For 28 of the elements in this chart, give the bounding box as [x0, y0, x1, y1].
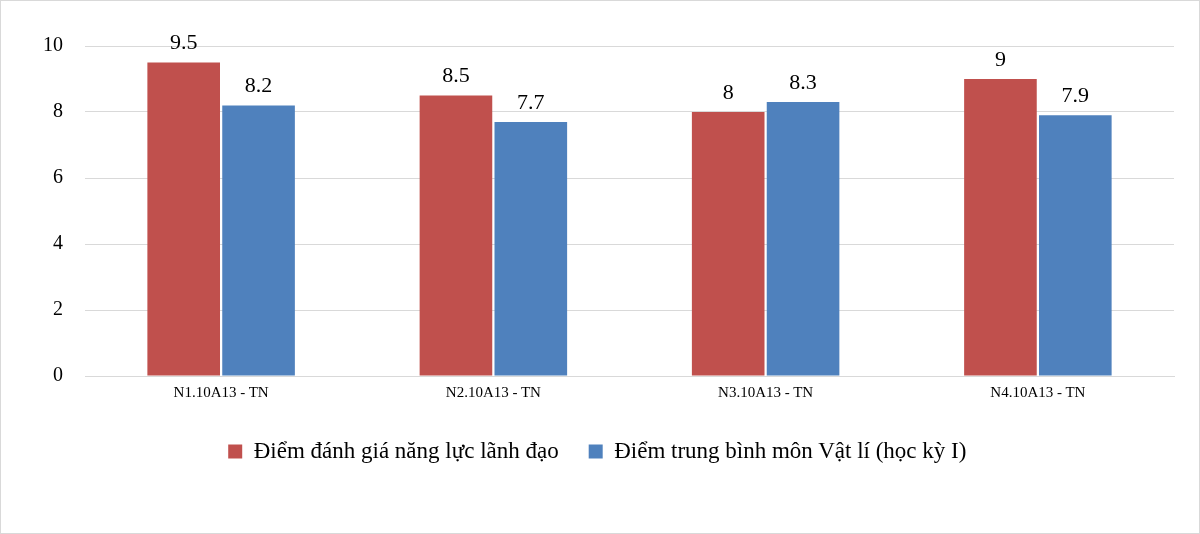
bar: [964, 79, 1037, 376]
y-tick-label: 8: [53, 99, 63, 122]
legend-label: Điểm trung bình môn Vật lí (học kỳ I): [614, 437, 967, 463]
bar: [691, 112, 765, 376]
data-label: 7.9: [1061, 82, 1090, 108]
bar: [222, 105, 295, 376]
data-label: 7.7: [517, 88, 545, 114]
data-label: 9.5: [169, 29, 198, 55]
bar: [1039, 115, 1112, 376]
x-tick-label: N3.10A13 - TN: [718, 383, 814, 400]
data-label: 8: [722, 78, 734, 104]
data-label: 9: [994, 45, 1006, 71]
y-tick-label: 10: [43, 33, 63, 56]
x-tick-label: N1.10A13 - TN: [173, 383, 269, 400]
y-tick-label: 6: [53, 165, 63, 188]
x-tick-label: N4.10A13 - TN: [990, 383, 1086, 400]
bar: [419, 95, 493, 376]
bar: [147, 62, 220, 376]
x-tick-label: N2.10A13 - TN: [445, 383, 542, 400]
data-label: 8.2: [244, 72, 273, 98]
bar: [766, 102, 840, 376]
bar: [494, 121, 568, 376]
data-label: 8.5: [442, 62, 470, 88]
y-tick-label: 2: [53, 297, 63, 320]
y-tick-label: 0: [53, 363, 63, 386]
legend-label: Điểm đánh giá năng lực lãnh đạo: [253, 437, 559, 463]
y-tick-label: 4: [53, 231, 63, 254]
data-label: 8.3: [789, 68, 817, 94]
